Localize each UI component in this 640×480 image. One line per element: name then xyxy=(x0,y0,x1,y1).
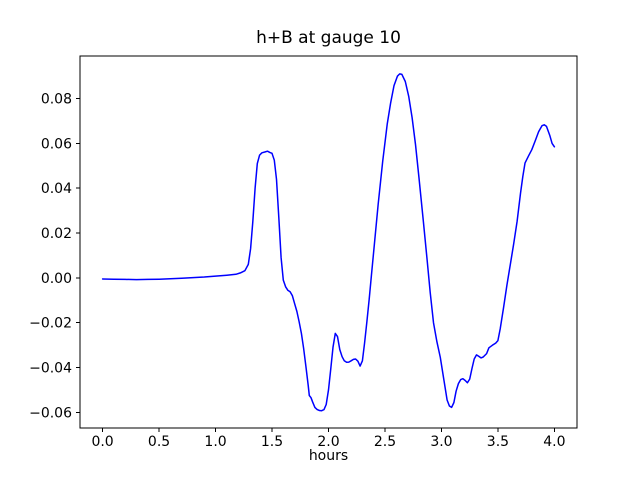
y-tick-label: −0.04 xyxy=(29,360,72,376)
y-tick-label: −0.02 xyxy=(29,316,72,332)
x-tick-label: 2.0 xyxy=(317,434,339,450)
data-line xyxy=(101,73,556,412)
x-axis-label: hours xyxy=(308,448,349,464)
y-tick-label: 0.00 xyxy=(41,271,72,287)
y-tick-label: 0.02 xyxy=(41,226,72,242)
y-tick-label: 0.08 xyxy=(41,92,72,108)
x-tick-label: 0.5 xyxy=(148,434,170,450)
x-tick-label: 3.5 xyxy=(487,434,509,450)
chart-title: h+B at gauge 10 xyxy=(256,28,401,48)
x-tick-label: 3.0 xyxy=(430,434,452,450)
plot-frame xyxy=(79,55,578,429)
y-tick-label: −0.06 xyxy=(29,405,72,421)
y-tick-label: 0.06 xyxy=(41,136,72,152)
x-tick-label: 0.0 xyxy=(91,434,113,450)
x-tick-label: 2.5 xyxy=(374,434,396,450)
y-tick-label: 0.04 xyxy=(41,181,72,197)
x-tick-label: 4.0 xyxy=(543,434,565,450)
x-tick-label: 1.5 xyxy=(261,434,283,450)
x-tick-label: 1.0 xyxy=(204,434,226,450)
